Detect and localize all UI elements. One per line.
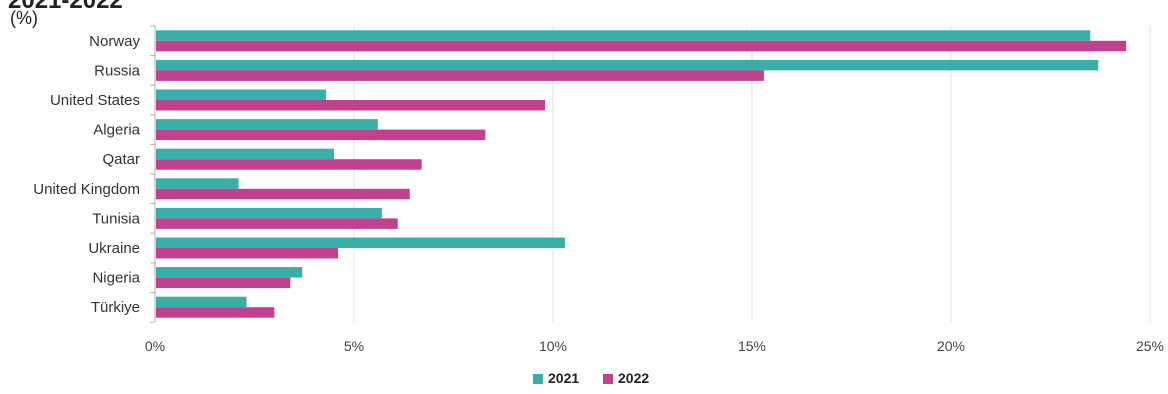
bar-2021-tunisia (156, 207, 382, 219)
bar-2021-qatar (156, 148, 335, 160)
x-tick-label: 0% (145, 338, 165, 354)
bar-2021-t-rkiye (156, 296, 247, 308)
chart-unit-label: (%) (10, 8, 38, 28)
x-tick-label: 20% (937, 338, 965, 354)
category-label: Algeria (93, 122, 140, 139)
category-label: Nigeria (92, 270, 140, 287)
legend-swatch-2022 (603, 374, 613, 384)
legend-label: 2022 (618, 370, 649, 386)
legend-label: 2021 (548, 370, 579, 386)
legend-swatch-2021 (533, 374, 543, 384)
bar-2021-nigeria (156, 267, 303, 278)
category-label: Tunisia (92, 210, 140, 227)
bar-2021-united-kingdom (156, 178, 239, 189)
chart-title: 2021-2022 (8, 0, 123, 14)
x-tick-label: 10% (539, 338, 567, 354)
bar-2021-norway (156, 30, 1091, 41)
bar-2021-russia (156, 59, 1099, 71)
x-tick-label: 25% (1136, 338, 1164, 354)
bar-2021-united-states (156, 89, 327, 100)
x-tick-label: 15% (738, 338, 766, 354)
category-label: United States (50, 92, 140, 109)
category-label: Türkiye (91, 299, 140, 316)
bar-2021-ukraine (156, 237, 565, 248)
bar-2022-nigeria (156, 277, 291, 289)
bar-2022-tunisia (156, 218, 398, 229)
bar-2022-russia (156, 70, 764, 81)
bar-2022-united-states (156, 100, 546, 111)
category-label: United Kingdom (33, 181, 140, 198)
bar-2022-norway (156, 40, 1127, 52)
category-label: Ukraine (88, 240, 140, 257)
bar-2022-qatar (156, 159, 422, 170)
x-tick-label: 5% (344, 338, 364, 354)
bar-2022-algeria (156, 129, 486, 141)
bar-2021-algeria (156, 119, 378, 130)
bar-2022-ukraine (156, 248, 339, 259)
category-label: Norway (89, 33, 140, 50)
category-label: Qatar (102, 151, 140, 168)
bar-2022-t-rkiye (156, 307, 275, 318)
category-label: Russia (94, 62, 141, 79)
bar-2022-united-kingdom (156, 188, 410, 200)
